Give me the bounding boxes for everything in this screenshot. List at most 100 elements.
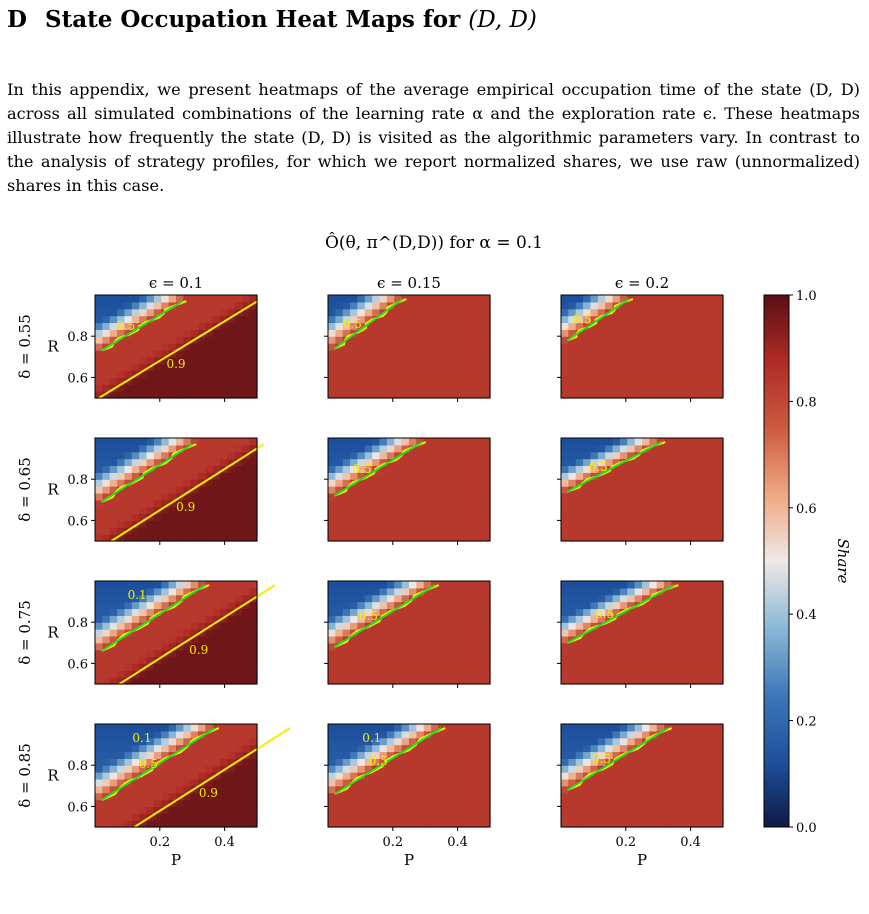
heatmap-cell [575, 322, 584, 330]
heatmap-cell [438, 444, 447, 453]
heatmap-cell [575, 513, 584, 521]
heatmap-cell [212, 594, 221, 603]
heatmap-cell [95, 724, 103, 732]
heatmap-cell [131, 737, 140, 746]
heatmap-cell [438, 513, 447, 521]
heatmap-cell [561, 492, 569, 501]
heatmap-cell [372, 444, 381, 453]
heatmap-cell [671, 594, 680, 603]
heatmap-cell [109, 465, 118, 473]
heatmap-cell [131, 806, 140, 814]
heatmap-cell [715, 349, 724, 358]
heatmap-cell [168, 785, 177, 794]
heatmap-cell [605, 534, 614, 542]
heatmap-cell [227, 792, 236, 801]
heatmap-cell [183, 370, 192, 378]
heatmap-cell [335, 649, 344, 658]
heatmap-cell [242, 813, 251, 821]
heatmap-cell [568, 349, 577, 358]
heatmap-cell [146, 377, 155, 385]
heatmap-cell [715, 301, 724, 310]
heatmap-cell [619, 730, 628, 739]
heatmap-cell [220, 534, 229, 542]
heatmap-cell [176, 527, 184, 535]
heatmap-cell [109, 534, 118, 542]
heatmap-cell [394, 724, 403, 732]
heatmap-cell [109, 356, 118, 365]
heatmap-cell [249, 527, 258, 535]
heatmap-cell [198, 451, 207, 460]
heatmap-cell [568, 472, 577, 480]
heatmap-cell [656, 315, 665, 324]
heatmap-cell [627, 492, 636, 501]
heatmap-cell [124, 472, 133, 480]
heatmap-cell [605, 799, 614, 807]
heatmap-cell [161, 594, 170, 603]
heatmap-cell [482, 301, 491, 310]
heatmap-cell [234, 663, 243, 671]
heatmap-cell [190, 765, 199, 773]
heatmap-cell [95, 778, 103, 787]
heatmap-cell [423, 820, 432, 828]
heatmap-cell [431, 356, 440, 365]
heatmap-cell [198, 458, 207, 467]
heatmap-cell [619, 670, 628, 678]
heatmap-cell [109, 391, 118, 399]
reference-line [100, 300, 184, 352]
heatmap-cell [561, 581, 569, 589]
heatmap-cell [664, 758, 673, 766]
heatmap-cell [605, 608, 614, 616]
heatmap-cell [708, 384, 717, 392]
heatmap-cell [153, 513, 162, 521]
heatmap-cell [686, 677, 695, 685]
heatmap-cell [205, 444, 214, 453]
heatmap-cell [153, 730, 162, 739]
heatmap-cell [597, 649, 606, 658]
heatmap-cell [350, 534, 359, 542]
heatmap-cell [394, 343, 403, 351]
heatmap-cell [627, 391, 636, 399]
heatmap-cell [416, 635, 425, 644]
heatmap-cell [460, 451, 469, 460]
heatmap-cell [656, 792, 665, 801]
heatmap-cell [438, 594, 447, 603]
heatmap-cell [190, 649, 199, 658]
heatmap-cell [568, 758, 577, 766]
heatmap-cell [678, 765, 687, 773]
heatmap-cell [627, 465, 636, 473]
heatmap-cell [634, 629, 643, 637]
contour-label: 0.5 [139, 757, 158, 771]
heatmap-cell [590, 499, 599, 508]
heatmap-cell [386, 315, 395, 324]
heatmap-cell [234, 295, 243, 303]
heatmap-cell [139, 758, 148, 766]
heatmap-cell [445, 534, 454, 542]
heatmap-cell [357, 663, 366, 671]
reference-line [333, 298, 404, 350]
heatmap-cell [350, 527, 359, 535]
heatmap-cell [453, 587, 462, 596]
heatmap-cell [139, 792, 148, 801]
heatmap-cell [153, 444, 162, 453]
heatmap-cell [475, 377, 484, 385]
contour-label: 0.5 [592, 752, 611, 766]
heatmap-cell [642, 384, 650, 392]
heatmap-cell [379, 778, 388, 787]
heatmap-cell [627, 520, 636, 528]
heatmap-cell [212, 670, 221, 678]
heatmap-cell [328, 744, 336, 753]
heatmap-cell [161, 349, 170, 358]
heatmap-cell [168, 813, 177, 821]
heatmap-cell [139, 677, 148, 685]
heatmap-cell [423, 622, 432, 630]
heatmap-cell [693, 581, 702, 589]
heatmap-cell [131, 444, 140, 453]
heatmap-cell [242, 472, 251, 480]
heatmap-cell [590, 622, 599, 630]
heatmap-cell [350, 356, 359, 365]
heatmap-cell [102, 377, 111, 385]
heatmap-cell [139, 587, 148, 596]
heatmap-cell [350, 792, 359, 801]
heatmap-cell [227, 492, 236, 501]
heatmap-cell [168, 492, 177, 501]
